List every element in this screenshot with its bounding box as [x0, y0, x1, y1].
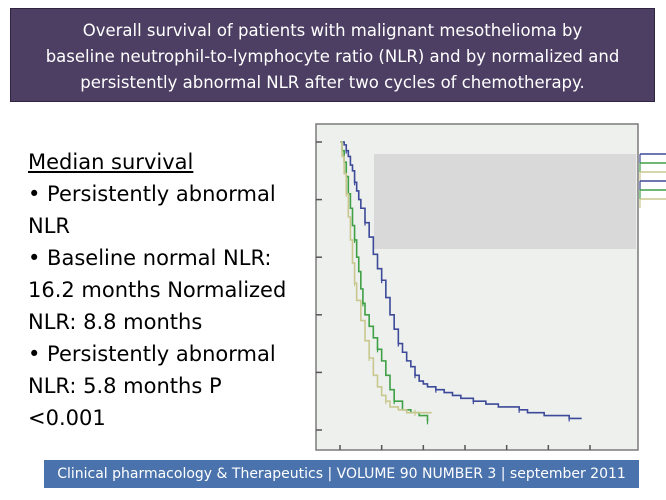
title-line-1: Overall survival of patients with malign… — [82, 21, 583, 40]
survival-line-6: • Persistently abnormal — [28, 342, 276, 366]
title-line-3: persistently abnormal NLR after two cycl… — [80, 73, 585, 92]
survival-curve-3 — [340, 141, 432, 414]
survival-line-2: NLR — [28, 214, 70, 238]
median-survival-heading: Median survival — [28, 150, 194, 174]
survival-curve-1 — [340, 141, 582, 420]
survival-line-5: NLR: 8.8 months — [28, 310, 203, 334]
legend-box — [374, 154, 636, 249]
survival-chart-svg — [315, 123, 666, 451]
survival-line-4: 16.2 months Normalized — [28, 278, 287, 302]
slide-title: Overall survival of patients with malign… — [10, 8, 655, 102]
survival-line-8: <0.001 — [28, 406, 106, 430]
survival-line-7: NLR: 5.8 months P — [28, 374, 222, 398]
citation-text: Clinical pharmacology & Therapeutics | V… — [57, 466, 626, 482]
survival-curve-2 — [340, 141, 429, 422]
survival-chart — [300, 118, 666, 468]
title-line-2: baseline neutrophil-to-lymphocyte ratio … — [45, 47, 620, 66]
survival-line-1: • Persistently abnormal — [28, 182, 276, 206]
median-survival-text: Median survival • Persistently abnormal … — [28, 146, 303, 434]
survival-line-3: • Baseline normal NLR: — [28, 246, 272, 270]
citation-footer: Clinical pharmacology & Therapeutics | V… — [44, 460, 639, 488]
